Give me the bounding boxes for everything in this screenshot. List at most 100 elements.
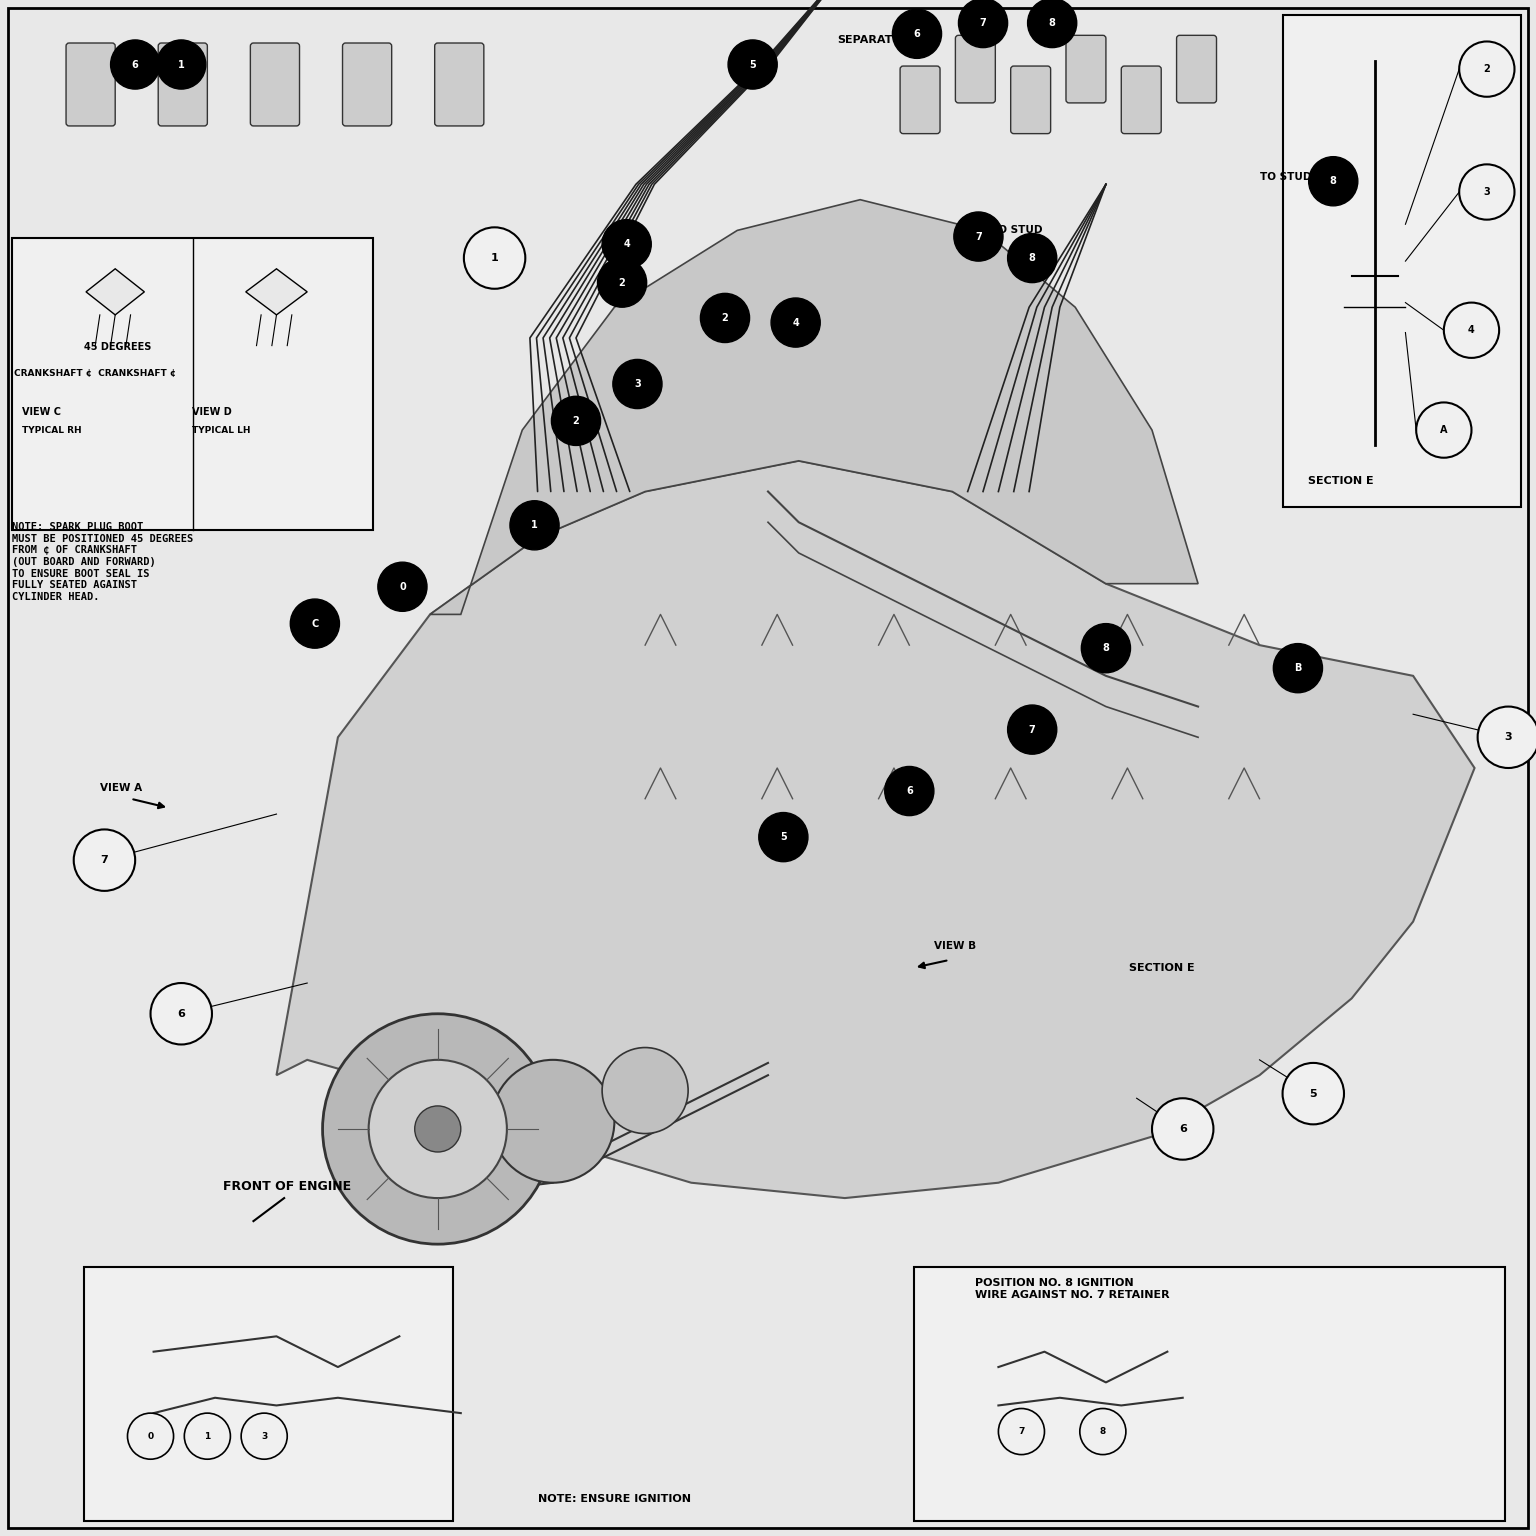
Circle shape (492, 1060, 614, 1183)
Text: VIEW B: VIEW B (934, 942, 975, 951)
Circle shape (127, 1413, 174, 1459)
Text: SEPARATOR: SEPARATOR (837, 35, 911, 45)
Text: CRANKSHAFT ¢  CRANKSHAFT ¢: CRANKSHAFT ¢ CRANKSHAFT ¢ (14, 369, 175, 378)
Circle shape (157, 40, 206, 89)
Circle shape (510, 501, 559, 550)
FancyBboxPatch shape (1121, 66, 1161, 134)
Text: 8: 8 (1103, 644, 1109, 653)
Text: 2: 2 (722, 313, 728, 323)
Text: 1: 1 (531, 521, 538, 530)
FancyBboxPatch shape (955, 35, 995, 103)
Text: 8: 8 (1100, 1427, 1106, 1436)
FancyBboxPatch shape (12, 238, 373, 530)
Text: C: C (312, 619, 318, 628)
Circle shape (602, 1048, 688, 1134)
Text: 7: 7 (975, 232, 982, 241)
Circle shape (1008, 233, 1057, 283)
Polygon shape (86, 269, 144, 315)
Circle shape (323, 1014, 553, 1244)
Circle shape (771, 298, 820, 347)
Text: FRONT OF ENGINE: FRONT OF ENGINE (223, 1180, 350, 1193)
Text: TO STUD: TO STUD (991, 226, 1043, 235)
FancyBboxPatch shape (1066, 35, 1106, 103)
Circle shape (1459, 41, 1514, 97)
Text: 6: 6 (914, 29, 920, 38)
Circle shape (613, 359, 662, 409)
Text: 1: 1 (178, 60, 184, 69)
Circle shape (1416, 402, 1471, 458)
FancyBboxPatch shape (66, 43, 115, 126)
Text: SECTION E: SECTION E (1129, 963, 1195, 972)
Circle shape (1152, 1098, 1213, 1160)
Circle shape (74, 829, 135, 891)
Text: 7: 7 (1029, 725, 1035, 734)
Circle shape (728, 40, 777, 89)
FancyBboxPatch shape (1177, 35, 1217, 103)
Text: 5: 5 (1310, 1089, 1316, 1098)
Circle shape (1273, 644, 1322, 693)
Text: NOTE: ENSURE IGNITION: NOTE: ENSURE IGNITION (538, 1495, 691, 1504)
Text: 0: 0 (147, 1432, 154, 1441)
Circle shape (464, 227, 525, 289)
Text: 3: 3 (634, 379, 641, 389)
Circle shape (1444, 303, 1499, 358)
Circle shape (998, 1409, 1044, 1455)
Text: B: B (1295, 664, 1301, 673)
Text: 4: 4 (624, 240, 630, 249)
Polygon shape (246, 269, 307, 315)
Text: 7: 7 (1018, 1427, 1025, 1436)
Circle shape (602, 220, 651, 269)
Circle shape (290, 599, 339, 648)
Circle shape (1309, 157, 1358, 206)
FancyBboxPatch shape (1011, 66, 1051, 134)
Circle shape (378, 562, 427, 611)
Text: 5: 5 (750, 60, 756, 69)
FancyBboxPatch shape (343, 43, 392, 126)
Text: 3: 3 (1505, 733, 1511, 742)
Text: SECTION E: SECTION E (1309, 476, 1373, 485)
FancyBboxPatch shape (8, 8, 1528, 1528)
Text: TYPICAL RH: TYPICAL RH (22, 425, 81, 435)
FancyBboxPatch shape (435, 43, 484, 126)
Polygon shape (430, 200, 1198, 614)
Circle shape (415, 1106, 461, 1152)
Text: 3: 3 (1484, 187, 1490, 197)
Circle shape (184, 1413, 230, 1459)
Circle shape (1081, 624, 1130, 673)
Circle shape (111, 40, 160, 89)
Text: 6: 6 (1178, 1124, 1187, 1134)
Text: TO STUD: TO STUD (1260, 172, 1312, 181)
Circle shape (151, 983, 212, 1044)
Text: 8: 8 (1049, 18, 1055, 28)
Circle shape (700, 293, 750, 343)
Circle shape (241, 1413, 287, 1459)
Text: TYPICAL LH: TYPICAL LH (192, 425, 250, 435)
Circle shape (954, 212, 1003, 261)
Text: VIEW C: VIEW C (22, 407, 60, 416)
Text: 3: 3 (261, 1432, 267, 1441)
Circle shape (885, 766, 934, 816)
Text: 45 DEGREES: 45 DEGREES (84, 343, 152, 352)
Text: 4: 4 (1468, 326, 1475, 335)
Text: VIEW D: VIEW D (192, 407, 232, 416)
Text: 1: 1 (490, 253, 499, 263)
Circle shape (958, 0, 1008, 48)
Circle shape (1459, 164, 1514, 220)
Text: 2: 2 (619, 278, 625, 287)
Text: 4: 4 (793, 318, 799, 327)
Text: POSITION NO. 8 IGNITION
WIRE AGAINST NO. 7 RETAINER: POSITION NO. 8 IGNITION WIRE AGAINST NO.… (975, 1278, 1170, 1299)
Circle shape (598, 258, 647, 307)
FancyBboxPatch shape (900, 66, 940, 134)
Text: 8: 8 (1029, 253, 1035, 263)
Text: 6: 6 (132, 60, 138, 69)
Text: 5: 5 (780, 833, 786, 842)
Circle shape (1080, 1409, 1126, 1455)
FancyBboxPatch shape (84, 1267, 453, 1521)
FancyBboxPatch shape (158, 43, 207, 126)
Text: VIEW A: VIEW A (100, 783, 141, 793)
Text: A: A (1441, 425, 1447, 435)
Circle shape (1008, 705, 1057, 754)
Circle shape (759, 813, 808, 862)
FancyBboxPatch shape (250, 43, 300, 126)
Text: 8: 8 (1330, 177, 1336, 186)
